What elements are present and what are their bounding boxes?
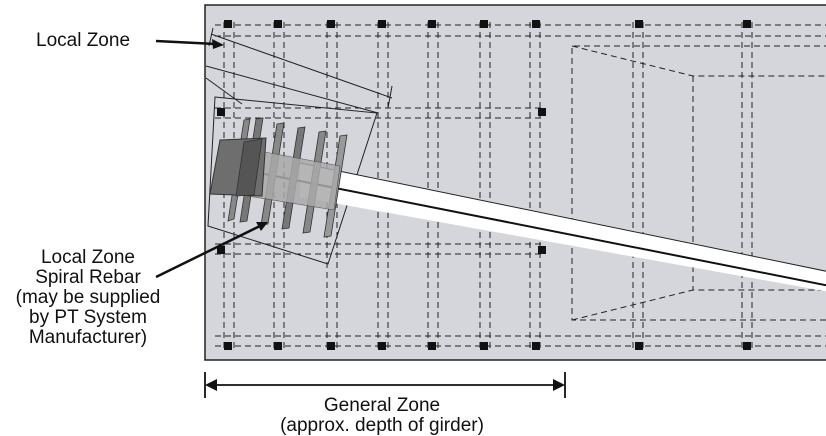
local-zone-label: Local Zone	[36, 30, 131, 51]
spiral-label-line-1: Local Zone	[40, 247, 135, 268]
spiral-label-line-2: Spiral Rebar	[35, 267, 141, 288]
spiral-label-line-5: Manufacturer)	[28, 327, 148, 348]
spiral-label-line-3: (may be supplied	[15, 287, 161, 308]
general-zone-title: General Zone	[323, 395, 441, 416]
spiral-rebar-label: Local Zone Spiral Rebar (may be supplied…	[2, 248, 174, 348]
anchor-plate	[209, 137, 267, 197]
general-zone-label: General Zone (approx. depth of girder)	[262, 396, 502, 436]
local-zone-boundary	[205, 27, 393, 265]
general-zone-note: (approx. depth of girder)	[280, 415, 484, 436]
rebar-end-markers	[217, 20, 751, 350]
dimension-arrow-left-icon	[205, 379, 217, 391]
rebar-grid-horizontal	[215, 24, 826, 347]
local-zone-arrowhead	[212, 39, 224, 49]
dimension-arrow-right-icon	[553, 379, 565, 391]
spiral-arrowhead	[256, 222, 268, 231]
leader-lines	[155, 39, 263, 279]
duct-flare-outline	[571, 45, 826, 321]
spiral-label-line-4: by PT System	[29, 307, 147, 328]
